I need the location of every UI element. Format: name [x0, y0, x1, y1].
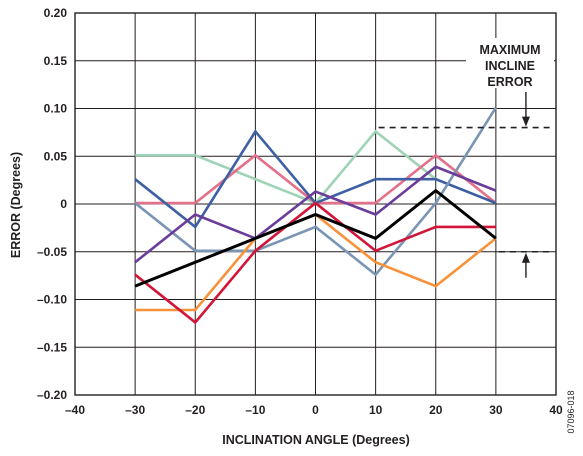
series-line-5	[134, 165, 497, 264]
annotation-line-3: ERROR	[487, 75, 532, 89]
max-incline-error-annotation: MAXIMUM INCLINE ERROR	[378, 38, 554, 278]
x-tick-label: 20	[429, 403, 443, 417]
y-tick-label: –0.15	[37, 340, 67, 354]
annotation-down-arrow-head	[521, 116, 530, 127]
series-lines	[134, 106, 497, 325]
series-line-4	[134, 106, 497, 277]
y-tick-label: 0	[60, 197, 67, 211]
figure-code: 07096-018	[566, 390, 576, 433]
y-tick-label: 0.05	[44, 149, 68, 163]
x-tick-label: –20	[185, 403, 205, 417]
x-tick-label: 40	[549, 403, 563, 417]
x-tick-label: 30	[489, 403, 503, 417]
x-tick-labels: –40 –30 –20 –10 0 10 20 30 40	[65, 403, 563, 417]
x-tick-label: 10	[369, 403, 383, 417]
y-tick-label: –0.05	[37, 245, 67, 259]
series-line-7	[134, 201, 496, 325]
y-tick-label: 0.20	[44, 6, 68, 20]
y-tick-labels: 0.20 0.15 0.10 0.05 0 –0.05 –0.10 –0.15 –0.20	[37, 6, 67, 402]
series-line-8	[134, 188, 497, 288]
annotation-line-1: MAXIMUM	[479, 43, 540, 57]
annotation-label-background	[466, 38, 554, 88]
y-tick-label: 0.15	[44, 54, 68, 68]
plot-area-frame	[74, 12, 557, 396]
x-tick-label: –10	[245, 403, 265, 417]
x-tick-label: –30	[125, 403, 145, 417]
y-axis-title: ERROR (Degrees)	[9, 152, 23, 258]
y-tick-label: –0.10	[37, 293, 67, 307]
x-axis-title: INCLINATION ANGLE (Degrees)	[222, 433, 410, 447]
x-tick-label: –40	[65, 403, 85, 417]
y-tick-label: –0.20	[37, 388, 67, 402]
annotation-line-2: INCLINE	[485, 59, 535, 73]
annotation-up-arrow-head	[521, 252, 530, 263]
x-tick-label: 0	[312, 403, 319, 417]
y-tick-label: 0.10	[44, 102, 68, 116]
